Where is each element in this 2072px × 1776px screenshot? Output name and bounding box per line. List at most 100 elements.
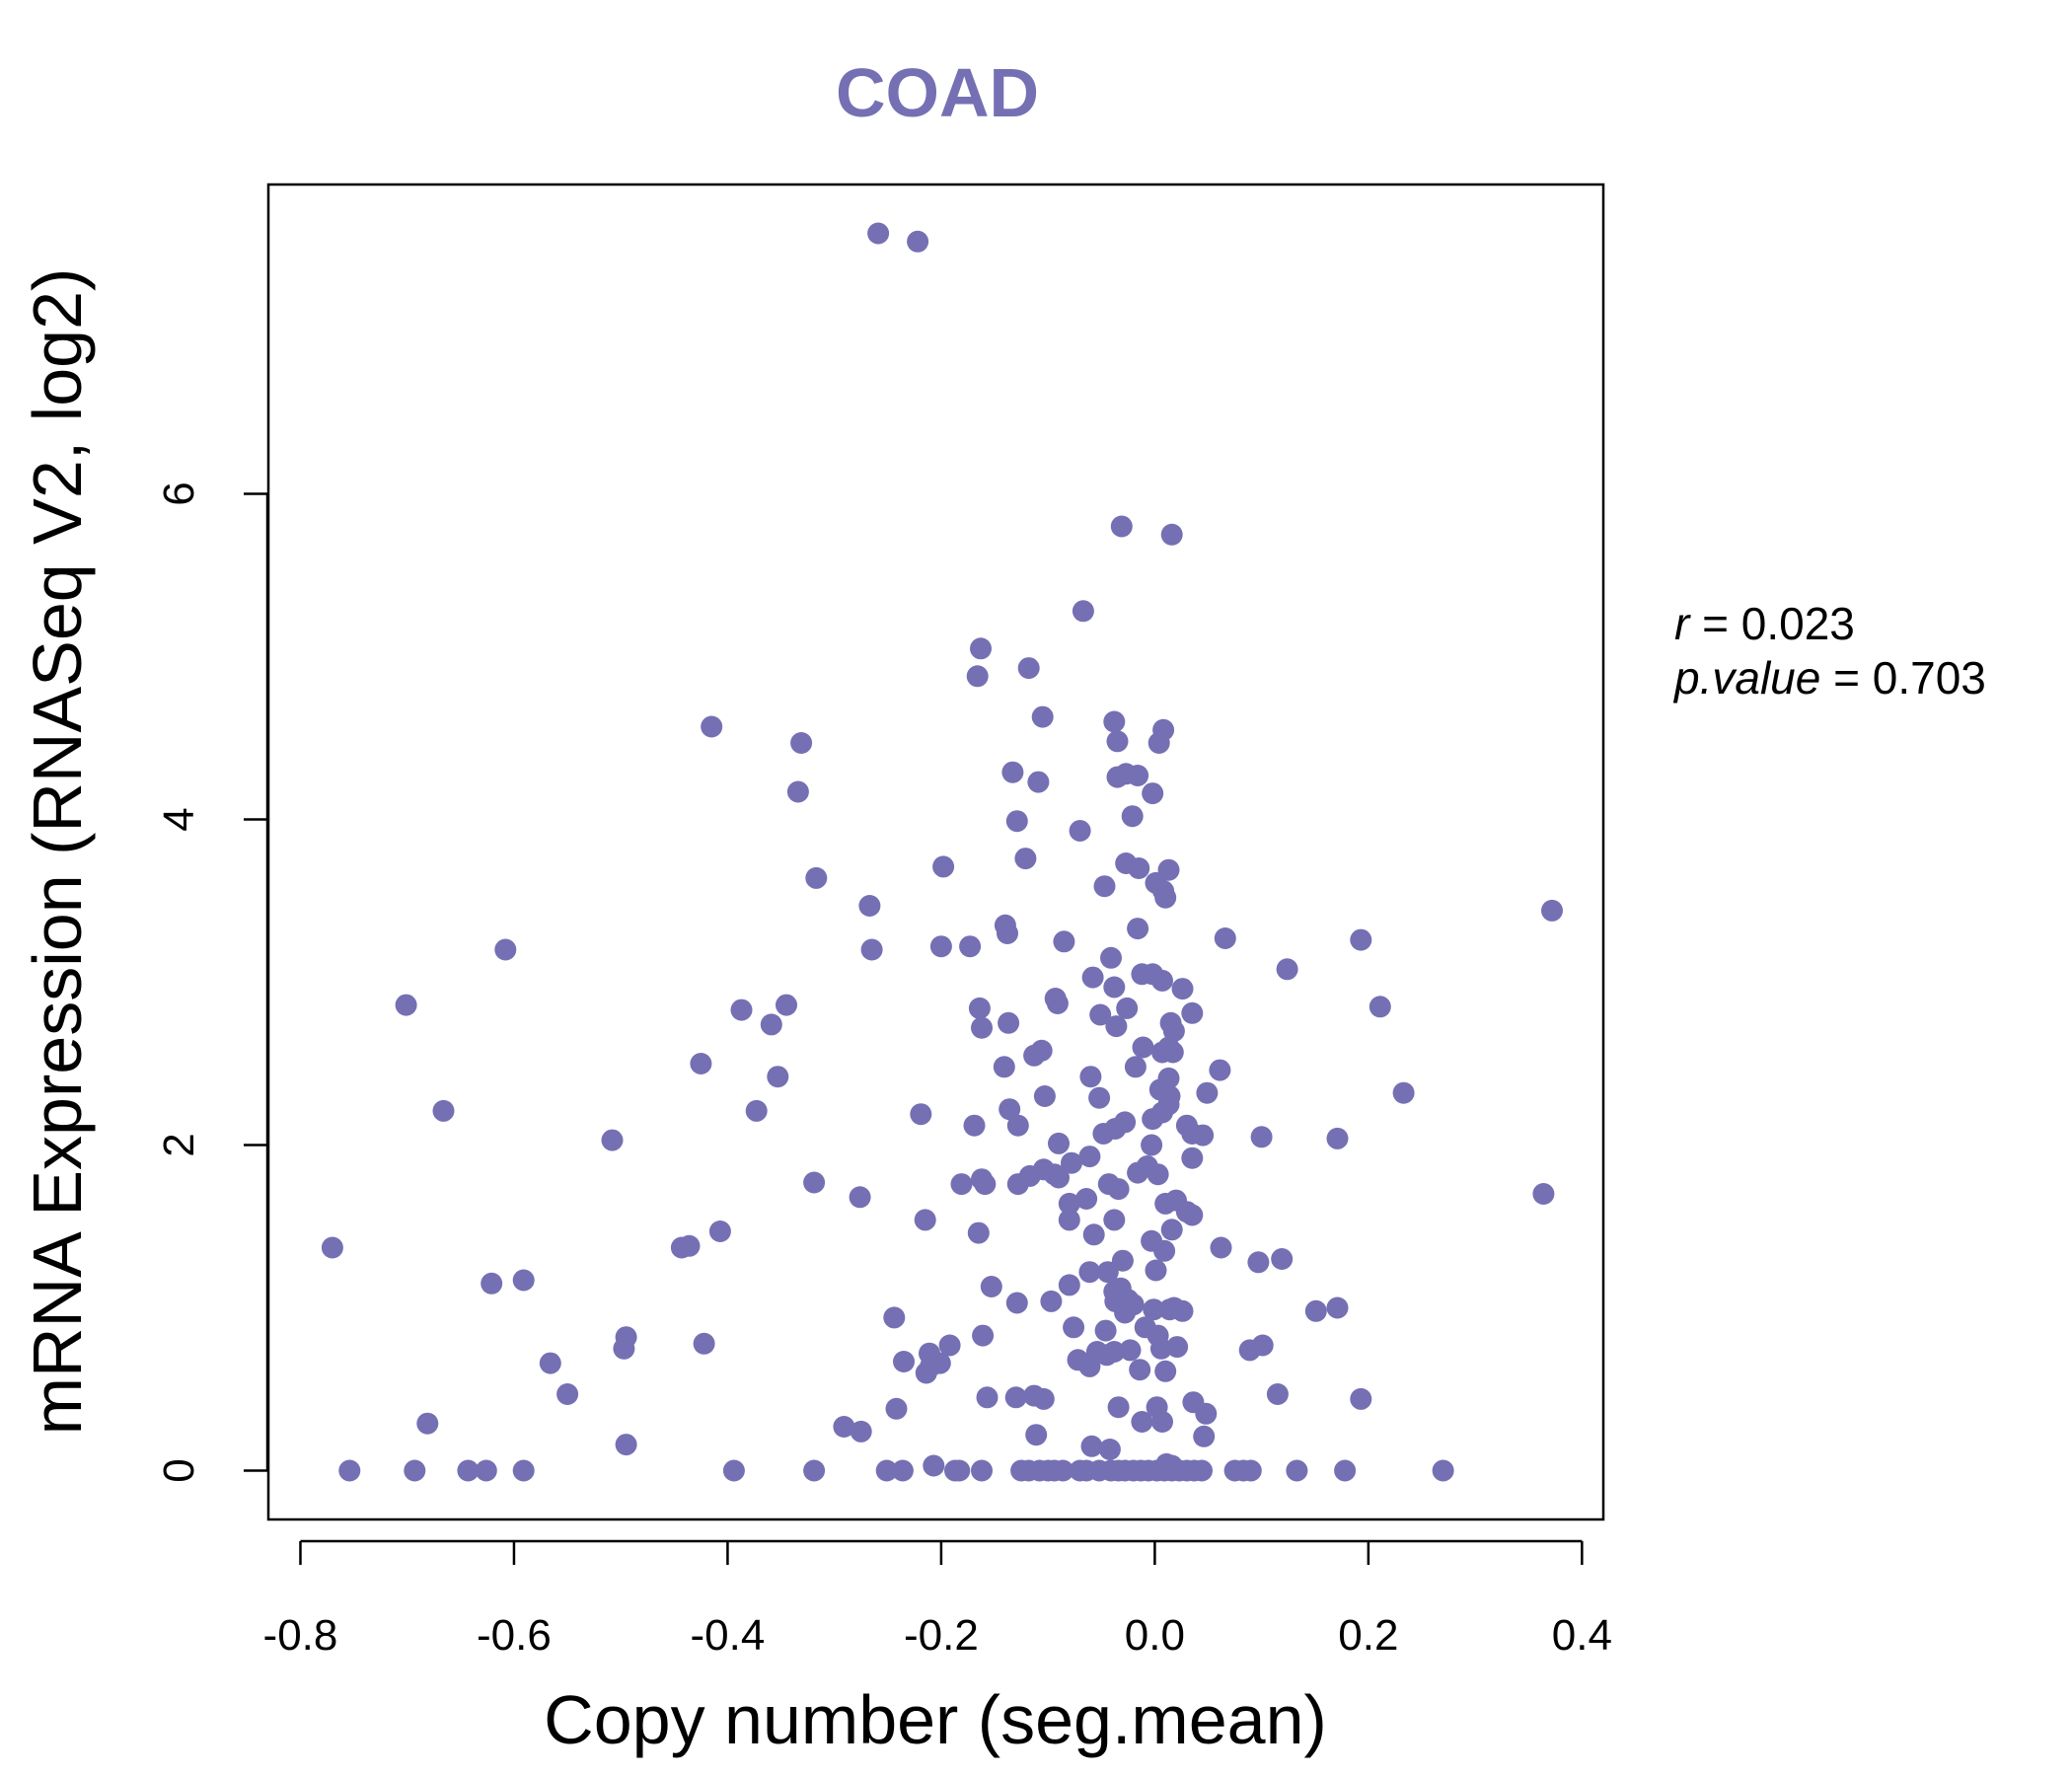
data-point xyxy=(850,1420,872,1443)
data-point xyxy=(1103,710,1126,733)
x-tick-label: -0.4 xyxy=(691,1611,766,1660)
data-point xyxy=(891,1459,914,1482)
data-point xyxy=(1251,1334,1274,1357)
data-point xyxy=(972,1324,995,1347)
data-point xyxy=(1014,848,1037,870)
data-point xyxy=(1089,1003,1112,1026)
data-point xyxy=(967,1221,990,1244)
data-point xyxy=(457,1459,480,1482)
data-point xyxy=(1063,1316,1085,1339)
y-tick-label: 2 xyxy=(155,1133,203,1156)
data-point xyxy=(1100,946,1122,969)
data-point xyxy=(1147,1163,1169,1186)
data-point xyxy=(1094,1319,1117,1342)
data-point xyxy=(858,895,881,917)
data-point xyxy=(1171,1299,1194,1322)
data-point xyxy=(1110,515,1133,538)
data-point xyxy=(1105,1015,1128,1038)
data-point xyxy=(730,999,753,1021)
data-point xyxy=(1106,730,1129,753)
data-point xyxy=(790,732,813,754)
p-value: 0.703 xyxy=(1873,652,1986,703)
data-point xyxy=(1080,1435,1103,1457)
data-point xyxy=(1129,1359,1151,1381)
data-point xyxy=(1196,1081,1219,1104)
x-tick-label: -0.2 xyxy=(904,1611,979,1660)
data-point xyxy=(1247,1251,1270,1274)
data-point xyxy=(1286,1459,1308,1482)
data-point xyxy=(601,1129,624,1151)
x-tick-label: -0.8 xyxy=(263,1611,338,1660)
data-point xyxy=(1127,765,1149,786)
data-point xyxy=(974,1173,997,1196)
data-point xyxy=(1161,1041,1184,1064)
data-point xyxy=(760,1013,782,1036)
data-point xyxy=(1271,1248,1294,1270)
data-point xyxy=(928,1352,951,1374)
r-equals: = xyxy=(1689,598,1740,649)
data-point xyxy=(1154,886,1177,909)
data-point xyxy=(1119,1339,1142,1362)
data-point xyxy=(1432,1459,1454,1482)
data-point xyxy=(338,1459,361,1482)
data-point xyxy=(914,1209,936,1231)
data-point xyxy=(1276,958,1298,981)
data-point xyxy=(1079,1066,1102,1088)
data-point xyxy=(1004,1386,1027,1409)
data-point xyxy=(1181,1001,1204,1024)
data-point xyxy=(1160,523,1183,546)
data-point xyxy=(1132,1036,1154,1059)
data-point xyxy=(944,1459,966,1482)
data-point xyxy=(1128,857,1150,879)
data-point xyxy=(929,935,952,958)
data-point xyxy=(833,1416,855,1438)
data-point xyxy=(1239,1459,1262,1482)
y-axis-title: mRNA Expression (RNASeq V2, log2) xyxy=(19,268,96,1436)
data-point xyxy=(893,1351,915,1372)
data-point xyxy=(512,1269,535,1292)
data-point xyxy=(1078,1146,1101,1168)
data-point xyxy=(976,1386,999,1409)
data-point xyxy=(1192,1124,1215,1147)
data-point xyxy=(1154,1360,1177,1382)
data-point xyxy=(963,1114,986,1137)
data-point xyxy=(693,1332,715,1355)
data-point xyxy=(860,938,883,961)
p-equals: = xyxy=(1820,652,1872,703)
data-point xyxy=(997,923,1018,944)
data-point xyxy=(1266,1383,1289,1405)
data-point xyxy=(1151,1411,1173,1433)
data-point xyxy=(1048,1132,1070,1154)
r-statistic: r = 0.023 xyxy=(1674,598,1855,649)
data-point xyxy=(1145,1259,1167,1282)
data-points xyxy=(321,222,1563,1482)
data-point xyxy=(1078,1261,1101,1284)
data-point xyxy=(1160,1219,1183,1241)
data-point xyxy=(1114,1301,1137,1324)
data-point xyxy=(1052,1459,1074,1482)
data-point xyxy=(1350,1387,1372,1410)
data-point xyxy=(1350,928,1372,951)
data-point xyxy=(1032,1387,1055,1410)
data-point xyxy=(1103,1341,1126,1363)
data-point xyxy=(1075,1188,1098,1210)
data-point xyxy=(1195,1402,1218,1425)
data-point xyxy=(1030,1039,1053,1062)
data-point xyxy=(1250,1126,1273,1148)
data-point xyxy=(395,994,417,1016)
data-point xyxy=(481,1272,503,1295)
data-point xyxy=(938,1334,961,1357)
data-point xyxy=(1141,1134,1163,1156)
data-point xyxy=(1143,1298,1165,1321)
y-tick-label: 0 xyxy=(155,1458,203,1482)
data-point xyxy=(1304,1299,1327,1322)
data-point xyxy=(615,1434,637,1456)
data-point xyxy=(722,1459,745,1482)
data-point xyxy=(786,780,809,803)
data-point xyxy=(971,1016,993,1039)
data-point xyxy=(971,1459,993,1482)
data-point xyxy=(613,1337,635,1360)
data-point xyxy=(701,715,723,738)
data-point xyxy=(885,1397,908,1420)
